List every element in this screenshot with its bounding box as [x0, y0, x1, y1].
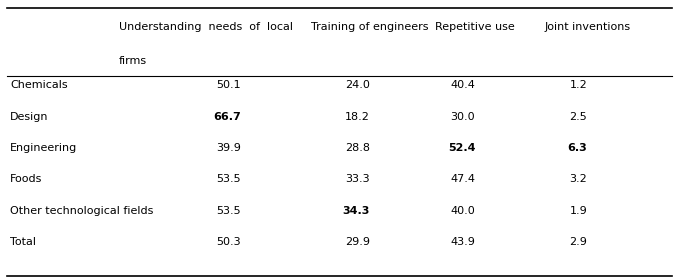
- Text: 30.0: 30.0: [451, 112, 475, 122]
- Text: 40.0: 40.0: [451, 206, 475, 216]
- Text: 24.0: 24.0: [345, 80, 370, 90]
- Text: 43.9: 43.9: [450, 237, 475, 247]
- Text: Training of engineers: Training of engineers: [311, 22, 429, 32]
- Text: 33.3: 33.3: [346, 174, 370, 185]
- Text: 18.2: 18.2: [345, 112, 370, 122]
- Text: 53.5: 53.5: [217, 206, 241, 216]
- Text: 34.3: 34.3: [343, 206, 370, 216]
- Text: 1.2: 1.2: [570, 80, 587, 90]
- Text: 53.5: 53.5: [217, 174, 241, 185]
- Text: 47.4: 47.4: [450, 174, 475, 185]
- Text: 2.5: 2.5: [570, 112, 587, 122]
- Text: Other technological fields: Other technological fields: [10, 206, 153, 216]
- Text: Foods: Foods: [10, 174, 43, 185]
- Text: Chemicals: Chemicals: [10, 80, 68, 90]
- Text: 28.8: 28.8: [345, 143, 370, 153]
- Text: 29.9: 29.9: [345, 237, 370, 247]
- Text: Total: Total: [10, 237, 36, 247]
- Text: Design: Design: [10, 112, 49, 122]
- Text: 66.7: 66.7: [213, 112, 241, 122]
- Text: 6.3: 6.3: [568, 143, 587, 153]
- Text: 50.3: 50.3: [217, 237, 241, 247]
- Text: firms: firms: [119, 56, 147, 66]
- Text: 3.2: 3.2: [570, 174, 587, 185]
- Text: Understanding  needs  of  local: Understanding needs of local: [119, 22, 293, 32]
- Text: 40.4: 40.4: [450, 80, 475, 90]
- Text: 2.9: 2.9: [570, 237, 587, 247]
- Text: 52.4: 52.4: [447, 143, 475, 153]
- Text: 50.1: 50.1: [217, 80, 241, 90]
- Text: 1.9: 1.9: [570, 206, 587, 216]
- Text: 39.9: 39.9: [216, 143, 241, 153]
- Text: Engineering: Engineering: [10, 143, 77, 153]
- Text: Repetitive use: Repetitive use: [435, 22, 515, 32]
- Text: Joint inventions: Joint inventions: [545, 22, 630, 32]
